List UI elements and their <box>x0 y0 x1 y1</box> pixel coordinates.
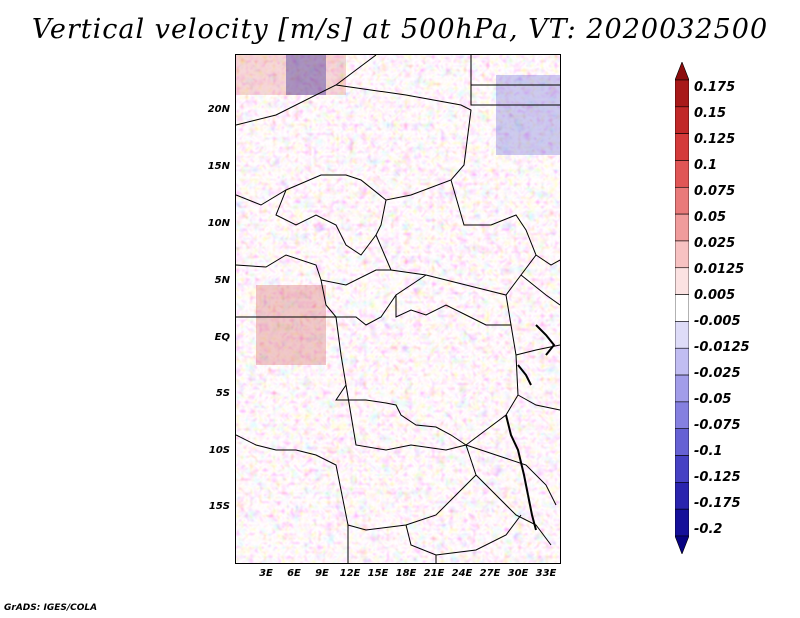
colorbar-cell <box>675 508 689 537</box>
lakes <box>505 324 556 531</box>
colorbar-label: -0.2 <box>694 522 723 537</box>
colorbar-cell <box>675 374 689 403</box>
colorbar-label: -0.075 <box>694 418 741 433</box>
colorbar-label: 0.15 <box>694 106 727 121</box>
colorbar-cell <box>675 186 689 215</box>
colorbar-label: 0.005 <box>694 288 736 303</box>
lon-label-27e: 27E <box>479 568 501 579</box>
colorbar-label: -0.025 <box>694 366 741 381</box>
lon-label-24e: 24E <box>451 568 473 579</box>
colorbar-cell <box>675 401 689 430</box>
colorbar-label: -0.125 <box>694 470 741 485</box>
lat-label-eq: EQ <box>214 332 230 343</box>
colorbar-cell <box>675 240 689 269</box>
colorbar-cell <box>675 535 689 554</box>
lon-label-9e: 9E <box>315 568 329 579</box>
lat-label-10n: 10N <box>207 218 230 229</box>
colorbar-cell <box>675 455 689 483</box>
colorbar-cell <box>675 482 689 510</box>
colorbar-cell <box>675 428 689 456</box>
lon-label-33e: 33E <box>535 568 557 579</box>
lon-label-21e: 21E <box>423 568 445 579</box>
lat-label-5n: 5N <box>214 275 230 286</box>
lon-label-12e: 12E <box>339 568 361 579</box>
colorbar-label: 0.1 <box>694 158 718 173</box>
colorbar-label: -0.175 <box>694 496 741 511</box>
colorbar-label: -0.05 <box>694 392 732 407</box>
colorbar-cell <box>675 347 689 376</box>
colorbar-cell <box>675 62 689 81</box>
lat-label-10s: 10S <box>208 445 230 456</box>
lat-label-15n: 15N <box>207 161 230 172</box>
colorbar-cell <box>675 160 689 188</box>
colorbar-label: -0.0125 <box>694 340 750 355</box>
lon-label-6e: 6E <box>287 568 301 579</box>
colorbar-cell <box>675 213 689 242</box>
colorbar-label: 0.0125 <box>694 262 745 277</box>
colorbar-label: 0.025 <box>694 236 736 251</box>
colorbar-cell <box>675 79 689 108</box>
colorbar <box>675 62 689 554</box>
colorbar-cell <box>675 106 689 134</box>
colorbar-cell <box>675 321 689 349</box>
lon-label-30e: 30E <box>507 568 529 579</box>
colorbar-label: -0.005 <box>694 314 741 329</box>
colorbar-label: 0.175 <box>694 80 736 95</box>
country-borders <box>236 55 560 563</box>
colorbar-label: 0.05 <box>694 210 727 225</box>
lat-label-15s: 15S <box>208 501 230 512</box>
colorbar-label: 0.075 <box>694 184 736 199</box>
chart-title: Vertical velocity [m/s] at 500hPa, VT: 2… <box>31 14 769 45</box>
vertical-velocity-field <box>236 55 560 563</box>
lon-label-18e: 18E <box>395 568 417 579</box>
lon-label-15e: 15E <box>367 568 389 579</box>
colorbar-cell <box>675 133 689 161</box>
colorbar-label: -0.1 <box>694 444 723 459</box>
lat-label-20n: 20N <box>207 104 230 115</box>
lon-label-3e: 3E <box>259 568 273 579</box>
colorbar-cell <box>675 267 689 295</box>
map-panel <box>235 54 561 564</box>
lat-label-5s: 5S <box>215 388 230 399</box>
colorbar-cell <box>675 294 689 322</box>
credit-text: GrADS: IGES/COLA <box>4 603 98 613</box>
colorbar-label: 0.125 <box>694 132 736 147</box>
